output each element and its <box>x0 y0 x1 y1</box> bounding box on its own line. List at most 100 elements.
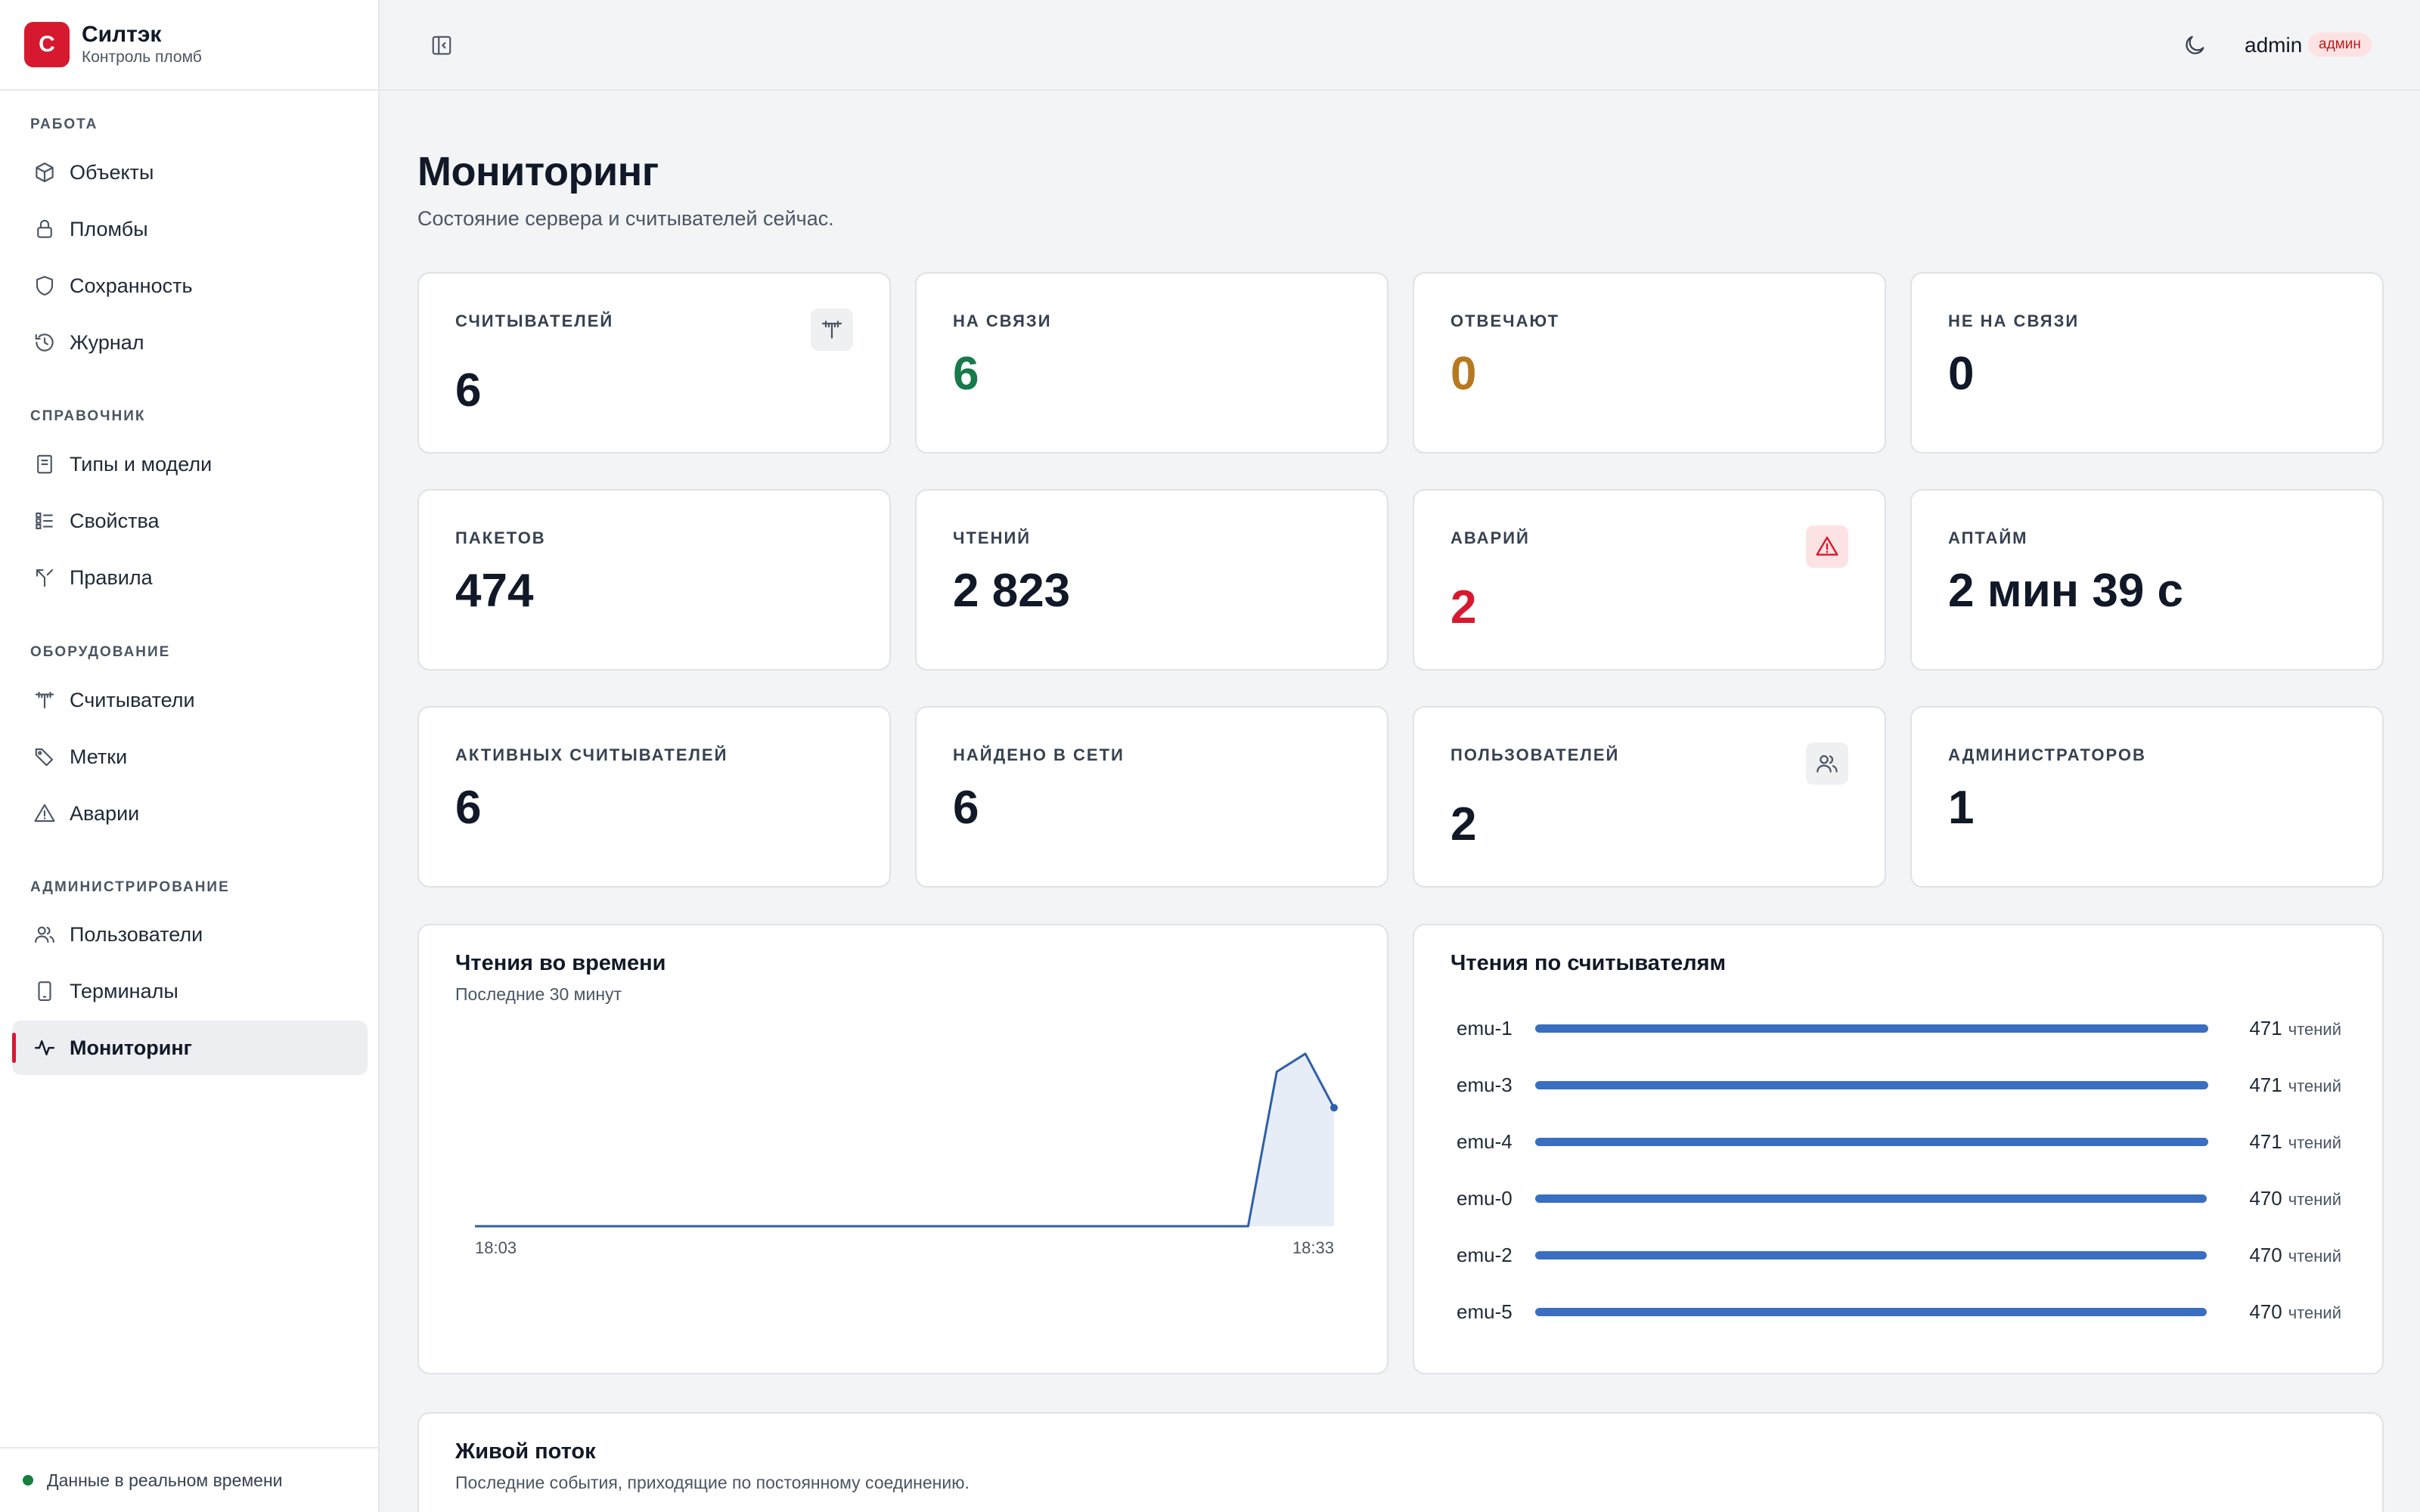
sidebar-item-rules[interactable]: Правила <box>12 550 368 605</box>
sidebar-item-properties[interactable]: Свойства <box>12 494 368 548</box>
reader-value: 471 чтений <box>2249 1074 2341 1097</box>
sidebar-item-label: Метки <box>70 745 128 768</box>
brand-subtitle: Контроль пломб <box>82 48 202 66</box>
stat-card-found-in-network: НАЙДЕНО В СЕТИ 6 <box>915 706 1388 888</box>
stat-label: ЧТЕНИЙ <box>953 528 1032 547</box>
stat-value: 0 <box>1450 348 1477 400</box>
sidebar-item-types[interactable]: Типы и модели <box>12 437 368 491</box>
panel-title: Живой поток <box>455 1439 596 1464</box>
readings-per-reader-panel: Чтения по считывателям emu-1 471 чтений emu… <box>1413 924 2384 1374</box>
sidebar-item-seals[interactable]: Пломбы <box>12 202 368 256</box>
cube-icon <box>32 160 57 185</box>
reader-value-unit: чтений <box>2288 1132 2341 1152</box>
sidebar-item-monitoring[interactable]: Мониторинг <box>12 1021 368 1075</box>
antenna-icon <box>811 308 853 351</box>
reader-bar <box>1535 1194 2207 1203</box>
reader-row: emu-2 470 чтений <box>1457 1240 2341 1270</box>
sidebar-item-objects[interactable]: Объекты <box>12 145 368 200</box>
sidebar-item-label: Аварии <box>70 801 140 825</box>
reader-value-unit: чтений <box>2288 1246 2341 1266</box>
nav-section-admin: АДМИНИСТРИРОВАНИЕ <box>30 879 230 895</box>
reader-bar <box>1535 1080 2208 1089</box>
sidebar-item-alarms[interactable]: Аварии <box>12 786 368 841</box>
stat-label: АВАРИЙ <box>1450 528 1530 547</box>
sidebar-item-label: Правила <box>70 565 153 589</box>
stat-value: 6 <box>953 348 979 400</box>
live-status-dot <box>23 1475 33 1486</box>
reader-row: emu-0 470 чтений <box>1457 1183 2341 1213</box>
reader-name: emu-0 <box>1457 1186 1512 1210</box>
stat-card-alarms: АВАРИЙ 2 <box>1413 489 1886 671</box>
x-tick-label-start: 18:03 <box>475 1238 517 1257</box>
stat-value: 2 <box>1450 581 1477 634</box>
sidebar-item-terminals[interactable]: Терминалы <box>12 964 368 1018</box>
sidebar-item-label: Журнал <box>70 330 144 354</box>
panel-title: Чтения по считывателям <box>1450 951 1727 975</box>
reader-row: emu-1 471 чтений <box>1457 1013 2341 1043</box>
reader-value: 470 чтений <box>2249 1244 2341 1267</box>
sidebar-item-readers[interactable]: Считыватели <box>12 673 368 727</box>
stat-value: 474 <box>455 565 534 617</box>
chart-series-line <box>475 1052 1336 1228</box>
reader-name: emu-4 <box>1457 1129 1512 1153</box>
stat-card-offline: НЕ НА СВЯЗИ 0 <box>1910 272 2384 454</box>
sidebar-item-label: Типы и модели <box>70 452 213 476</box>
reader-row: emu-4 471 чтений <box>1457 1126 2341 1157</box>
moon-icon <box>2183 33 2207 57</box>
page-title: Мониторинг <box>417 149 659 194</box>
topbar: admin админ <box>380 0 2420 91</box>
sidebar-item-integrity[interactable]: Сохранность <box>12 259 368 313</box>
nav-section-equipment: ОБОРУДОВАНИЕ <box>30 644 171 660</box>
nav-section-reference: СПРАВОЧНИК <box>30 408 146 424</box>
sidebar-item-journal[interactable]: Журнал <box>12 315 368 370</box>
reader-name: emu-2 <box>1457 1243 1512 1266</box>
sidebar: С Силтэк Контроль пломб РАБОТА Объекты П… <box>0 0 380 1512</box>
brand-name: Силтэк <box>82 22 162 47</box>
chart-area-fill <box>475 1053 1334 1226</box>
stat-label: АДМИНИСТРАТОРОВ <box>1948 745 2146 764</box>
panel-subtitle: Последние 30 минут <box>455 984 622 1004</box>
sidebar-item-label: Мониторинг <box>70 1036 192 1059</box>
reader-bar <box>1535 1250 2207 1259</box>
reader-name: emu-3 <box>1457 1073 1512 1096</box>
reader-value-number: 470 <box>2249 1186 2282 1210</box>
theme-toggle-button[interactable] <box>2180 30 2210 60</box>
users-icon <box>32 922 57 947</box>
users-icon <box>1806 742 1848 785</box>
reader-value-number: 471 <box>2249 1073 2282 1096</box>
user-name[interactable]: admin <box>2245 33 2303 57</box>
chart-last-point <box>1330 1104 1338 1112</box>
panel-subtitle: Последние события, приходящие по постоян… <box>455 1473 970 1492</box>
reader-value-unit: чтений <box>2288 1019 2341 1039</box>
reader-row: emu-3 471 чтений <box>1457 1070 2341 1100</box>
book-icon <box>32 451 57 477</box>
stat-value: 0 <box>1948 348 1975 400</box>
stat-label: ПОЛЬЗОВАТЕЛЕЙ <box>1450 745 1620 764</box>
stat-label: АПТАЙМ <box>1948 528 2028 547</box>
reader-value: 470 чтений <box>2249 1300 2341 1324</box>
reader-bar <box>1535 1307 2207 1316</box>
reader-value-unit: чтений <box>2288 1303 2341 1322</box>
sidebar-item-label: Сохранность <box>70 274 193 297</box>
role-badge: админ <box>2308 33 2372 57</box>
sidebar-item-users[interactable]: Пользователи <box>12 907 368 962</box>
reader-value-unit: чтений <box>2288 1076 2341 1095</box>
reader-value: 470 чтений <box>2249 1187 2341 1210</box>
sidebar-item-label: Свойства <box>70 509 160 532</box>
stat-card-readings: ЧТЕНИЙ 2 823 <box>915 489 1388 671</box>
stat-card-admins: АДМИНИСТРАТОРОВ 1 <box>1910 706 2384 888</box>
brand[interactable]: С Силтэк Контроль пломб <box>0 0 378 91</box>
reader-value-number: 470 <box>2249 1243 2282 1266</box>
shield-icon <box>32 273 57 299</box>
stat-value: 6 <box>953 782 979 834</box>
sidebar-toggle-button[interactable] <box>427 30 457 60</box>
sidebar-item-label: Терминалы <box>70 979 178 1002</box>
sidebar-item-tags[interactable]: Метки <box>12 730 368 784</box>
stat-label: НЕ НА СВЯЗИ <box>1948 311 2080 330</box>
reader-value-unit: чтений <box>2288 1189 2341 1209</box>
reader-name: emu-1 <box>1457 1016 1512 1040</box>
history-icon <box>32 330 57 355</box>
stat-label: НАЙДЕНО В СЕТИ <box>953 745 1125 764</box>
sidebar-item-label: Пользователи <box>70 922 203 946</box>
sidebar-item-label: Пломбы <box>70 217 148 240</box>
